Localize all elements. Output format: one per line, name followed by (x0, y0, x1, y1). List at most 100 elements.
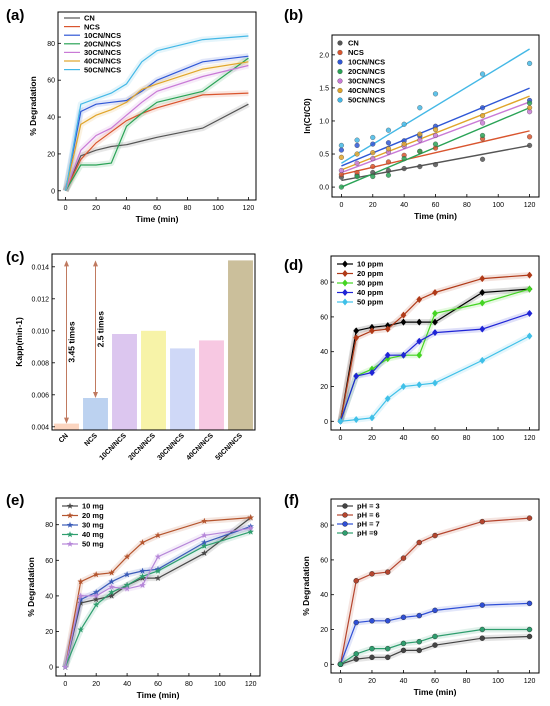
data-point (479, 288, 486, 297)
data-point (432, 607, 438, 614)
legend-marker (337, 68, 343, 75)
bar (83, 398, 108, 430)
series-line (65, 55, 249, 191)
data-point (108, 592, 115, 599)
y-tick-label: 20 (320, 384, 328, 391)
chart-f: 0 20 40 60 80 100 120 0 20 40 60 80 (f) Time (min) % D… (284, 492, 540, 697)
data-point (77, 578, 84, 585)
data-point (400, 382, 407, 391)
data-point (416, 337, 423, 345)
data-point (417, 131, 423, 137)
panel-label: (a) (6, 7, 24, 24)
data-point (123, 553, 131, 560)
data-point (92, 592, 100, 599)
y-tick-label: 0 (324, 419, 328, 426)
y-tick-label: 20 (47, 151, 55, 158)
data-point (401, 121, 407, 127)
data-point (417, 164, 423, 170)
data-point (432, 328, 438, 337)
series-line (339, 288, 530, 422)
data-point (369, 327, 375, 335)
x-tick-label: 40 (400, 678, 408, 685)
bar (228, 260, 253, 430)
legend-marker (66, 512, 74, 519)
y-tick-label: 2.0 (319, 52, 329, 59)
bar (170, 348, 195, 430)
series-line (65, 61, 249, 191)
x-tick-label: 80 (463, 678, 471, 685)
x-tick-label: 0 (339, 435, 343, 442)
y-axis-label: % Degradation (28, 76, 38, 136)
annotation: 3.45 times (67, 321, 77, 362)
legend-marker (66, 531, 74, 538)
data-point (247, 528, 254, 535)
y-tick-label: 40 (320, 349, 328, 356)
series-band (337, 286, 530, 422)
x-tick-label: 40 (123, 205, 131, 212)
data-point (139, 572, 146, 580)
data-point (385, 140, 392, 146)
y-axis-label: ln(Ct/C0) (302, 98, 312, 134)
legend-entry: 10 mg (82, 502, 104, 511)
y-tick-label: 0.008 (31, 360, 49, 367)
data-point (139, 574, 146, 581)
data-point (369, 571, 375, 577)
data-point (353, 327, 360, 335)
data-point (417, 137, 423, 143)
chart-c: 3.45 times 2.5 times 0.004 0.006 0.008 0.010 0… (6, 249, 256, 462)
data-point (92, 571, 100, 578)
data-point (400, 318, 407, 326)
legend-marker (342, 269, 348, 278)
legend-entry: 20 ppm (357, 269, 384, 278)
legend-marker (337, 59, 343, 65)
x-tick-label: 120 (524, 435, 536, 442)
data-point (432, 132, 439, 139)
x-tick-label: 100 (492, 435, 504, 442)
y-tick-label: 0.5 (319, 152, 329, 159)
legend-entry: 50 mg (82, 540, 104, 549)
legend-entry: 50CN/NCS (348, 96, 385, 105)
bar (54, 423, 79, 430)
data-point (400, 311, 407, 319)
x-tick-label: 20 (92, 205, 100, 212)
y-tick-label: 40 (320, 592, 328, 599)
data-point (354, 151, 360, 157)
data-point (369, 654, 375, 661)
data-point (354, 142, 360, 148)
legend-marker (342, 512, 348, 518)
data-point (154, 553, 162, 560)
y-tick-label: 0.004 (31, 424, 49, 431)
data-point (526, 271, 533, 279)
x-axis-label: Time (min) (137, 690, 180, 700)
data-point (369, 414, 375, 422)
data-point (479, 71, 486, 77)
legend-entry: pH = 6 (357, 511, 380, 520)
x-axis-label: Time (min) (136, 214, 179, 224)
series-band (62, 525, 252, 668)
data-point (432, 141, 439, 147)
y-tick-label: 40 (47, 115, 55, 122)
x-tick-label: 20 (368, 678, 376, 685)
data-point (108, 569, 115, 576)
data-point (62, 663, 69, 670)
legend-entry: NCS (348, 48, 364, 57)
chart-a: 0 20 40 60 80 100 120 0 20 40 60 80 (a) Time (min) % D… (6, 7, 257, 224)
x-tick-label: 0 (339, 678, 343, 685)
data-point (108, 583, 115, 590)
data-point (526, 600, 533, 607)
data-point (353, 619, 359, 626)
chart-e: 0 20 40 60 80 100 120 0 20 40 60 80 (e) Time (min) % D… (6, 492, 261, 700)
x-tick-label: 80 (463, 202, 471, 209)
x-tick-label: 100 (492, 202, 504, 209)
data-point (479, 120, 486, 126)
legend-marker (342, 260, 348, 268)
y-tick-label: 0.014 (31, 264, 49, 271)
legend-entry: 50CN/NCS (84, 65, 121, 74)
y-tick-label: 40 (45, 593, 53, 600)
x-tick-label: 100 (492, 678, 504, 685)
x-tick-label: 80 (185, 681, 193, 688)
data-point (400, 555, 407, 561)
data-point (123, 571, 131, 578)
data-point (416, 295, 423, 304)
x-tick-label: 60 (153, 205, 161, 212)
